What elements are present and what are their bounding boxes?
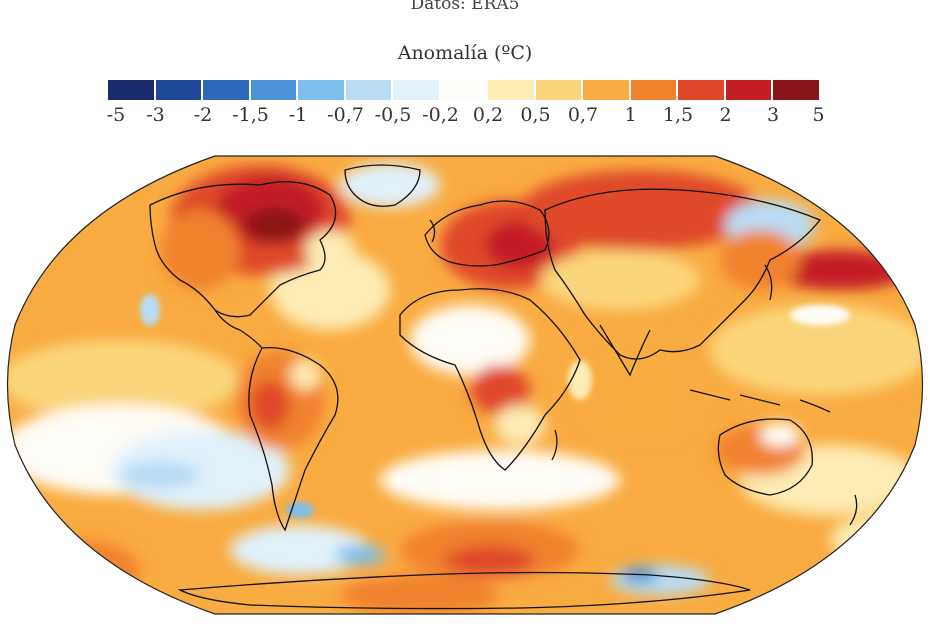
world-anomaly-map bbox=[0, 150, 930, 620]
colorbar-tick-label: 1,5 bbox=[662, 104, 694, 126]
colorbar-tick-label: -0,7 bbox=[327, 104, 364, 126]
colorbar-swatch bbox=[393, 80, 439, 100]
colorbar-swatch bbox=[488, 80, 534, 100]
colorbar-swatch bbox=[725, 80, 771, 100]
colorbar-tick-label: 5 bbox=[812, 104, 825, 126]
colorbar-swatch bbox=[155, 80, 201, 100]
data-source-label: Datos: ERA5 bbox=[410, 0, 520, 14]
colorbar-swatch bbox=[630, 80, 676, 100]
colorbar-swatch bbox=[678, 80, 724, 100]
colorbar-tick-label: -0,5 bbox=[374, 104, 412, 126]
globe-outline bbox=[6, 155, 924, 615]
anomaly-field bbox=[7, 156, 923, 614]
colorbar-tick-label: 0,2 bbox=[472, 104, 504, 126]
colorbar-swatch bbox=[298, 80, 344, 100]
colorbar-tick-label: 2 bbox=[719, 104, 732, 126]
colorbar-tick-label: -5 bbox=[106, 104, 126, 126]
colorbar-swatch bbox=[583, 80, 629, 100]
colorbar-tick-label: 0,7 bbox=[567, 104, 599, 126]
colorbar-tick-label: -0,2 bbox=[422, 104, 459, 126]
colorbar-swatch bbox=[535, 80, 581, 100]
colorbar-swatch bbox=[773, 80, 819, 100]
colorbar-tick-label: 3 bbox=[766, 104, 780, 126]
colorbar-swatch bbox=[345, 80, 391, 100]
colorbar-swatch bbox=[203, 80, 249, 100]
colorbar-tick-label: 0,5 bbox=[520, 104, 551, 126]
colorbar-swatch bbox=[440, 80, 486, 100]
colorbar-tick-label: -1,5 bbox=[232, 104, 269, 126]
colorbar-tick-label: -3 bbox=[146, 104, 165, 126]
coastlines bbox=[149, 164, 858, 610]
colorbar-tick-label: -1 bbox=[288, 104, 308, 126]
colorbar-swatch bbox=[250, 80, 296, 100]
colorbar-swatch bbox=[108, 80, 154, 100]
colorbar-tick-label: 1 bbox=[624, 104, 637, 126]
legend-title: Anomalía (ºC) bbox=[397, 42, 533, 64]
colorbar-tick-label: -2 bbox=[193, 104, 213, 126]
